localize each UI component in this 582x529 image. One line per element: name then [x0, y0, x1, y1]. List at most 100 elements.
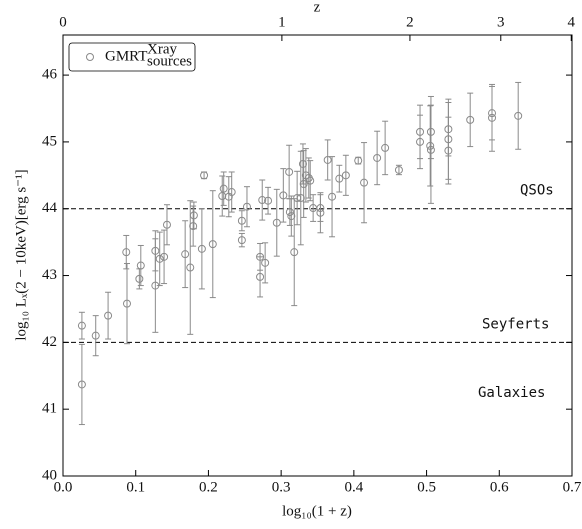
- error-bar: [286, 144, 293, 200]
- error-bar: [324, 139, 331, 181]
- error-bar: [156, 231, 163, 287]
- y-tick-label: 45: [42, 133, 57, 149]
- data-point: [290, 248, 299, 257]
- error-bar: [209, 190, 216, 299]
- data-point: [488, 113, 497, 122]
- x-tick-label: 0.6: [490, 479, 509, 495]
- error-bar: [265, 186, 272, 215]
- data-point: [298, 159, 307, 168]
- x2-axis-label: z: [314, 0, 321, 15]
- data-point: [299, 180, 308, 189]
- data-point: [197, 244, 206, 253]
- data-point: [160, 252, 169, 261]
- y-tick-label: 46: [42, 67, 58, 83]
- error-bar: [92, 315, 99, 357]
- error-bar: [219, 175, 226, 217]
- x-axis-label: log₁₀(1 + z): [282, 503, 352, 519]
- data-point: [227, 188, 236, 197]
- data-point: [219, 184, 228, 193]
- data-point: [181, 250, 190, 259]
- error-bar: [137, 244, 144, 287]
- data-point: [135, 274, 144, 283]
- data-point: [77, 380, 86, 389]
- error-bar: [427, 105, 434, 187]
- data-point: [394, 165, 403, 174]
- legend-label-sup: Xray: [147, 41, 177, 57]
- x-tick-label: 0.0: [54, 479, 73, 495]
- error-bar: [259, 179, 266, 221]
- error-bar: [243, 186, 250, 228]
- data-point: [237, 236, 246, 245]
- x-tick-label: 0.3: [272, 479, 291, 495]
- error-bar: [286, 198, 293, 226]
- data-point: [373, 153, 382, 162]
- error-bar: [515, 81, 522, 150]
- data-point: [323, 155, 332, 164]
- error-bar: [427, 104, 434, 160]
- data-point: [237, 216, 246, 225]
- error-bar: [307, 160, 314, 202]
- x2-tick-label: 2: [406, 14, 414, 30]
- data-point: [91, 331, 100, 340]
- data-point: [328, 192, 337, 201]
- error-bar: [342, 154, 349, 196]
- error-bar: [305, 157, 312, 199]
- data-point: [341, 171, 350, 180]
- data-point: [264, 196, 273, 205]
- data-point: [189, 222, 198, 231]
- error-bar: [273, 188, 280, 257]
- error-bar: [238, 210, 245, 232]
- data-point: [335, 174, 344, 183]
- error-bar: [329, 156, 336, 238]
- x-tick-label: 0.7: [563, 479, 582, 495]
- data-point: [285, 167, 294, 176]
- error-bar: [361, 142, 368, 224]
- data-point: [287, 212, 296, 221]
- y-tick-label: 41: [42, 401, 57, 417]
- data-point: [122, 248, 131, 257]
- error-bar: [317, 192, 324, 234]
- x2-tick-label: 1: [278, 14, 286, 30]
- error-bar: [280, 168, 287, 223]
- legend-label: GMRT: [105, 48, 147, 64]
- y-axis-label: log₁₀ Lₓ(2 − 10keV)[erg s⁻¹]: [13, 169, 29, 340]
- error-bar: [220, 171, 227, 206]
- error-bar: [382, 120, 389, 176]
- data-point: [272, 218, 281, 227]
- y-tick-label: 40: [42, 467, 57, 483]
- data-point: [122, 299, 131, 308]
- region-label: QSOs: [520, 183, 554, 199]
- error-bar: [291, 198, 298, 307]
- y-tick-label: 44: [42, 200, 58, 216]
- data-point: [162, 220, 171, 229]
- error-bar: [228, 171, 235, 213]
- data-point: [279, 191, 288, 200]
- error-bar: [78, 311, 85, 340]
- error-bar: [445, 116, 452, 185]
- data-point: [381, 143, 390, 152]
- data-point: [514, 111, 523, 120]
- data-point: [200, 171, 209, 180]
- data-point: [261, 258, 270, 267]
- data-point: [285, 208, 294, 217]
- data-point: [258, 196, 267, 205]
- error-bar: [187, 200, 194, 335]
- x2-tick-label: 3: [497, 14, 505, 30]
- legend-box: [68, 42, 196, 72]
- data-point: [444, 146, 453, 155]
- data-point: [426, 141, 435, 150]
- error-bar: [238, 232, 245, 248]
- region-label: Galaxies: [478, 385, 545, 401]
- x-tick-label: 0.5: [417, 479, 436, 495]
- data-point: [416, 137, 425, 146]
- error-bar: [257, 256, 264, 298]
- error-bar: [225, 176, 232, 218]
- error-bar: [288, 195, 295, 237]
- error-bar: [152, 238, 159, 333]
- y-tick-label: 43: [42, 267, 57, 283]
- data-point: [296, 194, 305, 203]
- x-tick-label: 0.2: [199, 479, 218, 495]
- data-point: [316, 208, 325, 217]
- error-bar: [123, 263, 130, 345]
- error-bar: [467, 92, 474, 148]
